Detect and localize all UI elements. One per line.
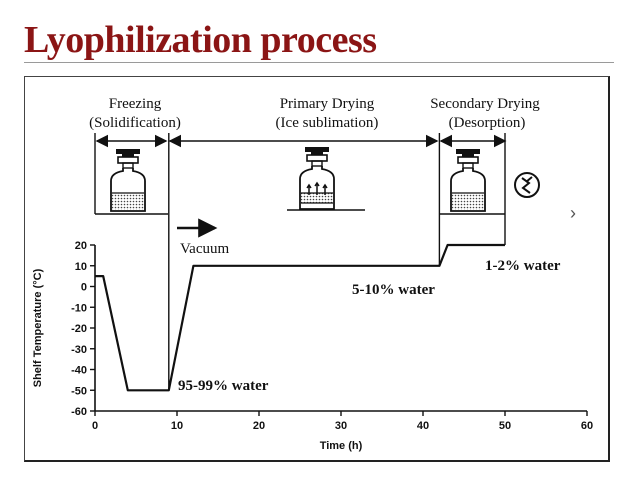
y-tick-label: -10 — [71, 302, 87, 314]
phase-freezing-subtitle: (Solidification) — [89, 115, 181, 131]
phase-secondary-drying-subtitle: (Desorption) — [449, 115, 526, 131]
vial-frozen-icon — [110, 149, 146, 212]
x-tick-label: 20 — [253, 420, 265, 432]
water-freezing-label: 95-99% water — [178, 378, 269, 394]
phase-secondary-drying-label: Secondary Drying — [430, 96, 540, 112]
shelf-temperature-line — [95, 243, 505, 392]
slide-title: Lyophilization process — [24, 19, 377, 61]
y-tick-label: -30 — [71, 344, 87, 356]
x-tick-label: 0 — [92, 420, 98, 432]
phase-primary-drying-label: Primary Drying — [280, 96, 375, 112]
x-axis: 0 10 20 30 40 50 60 — [92, 410, 593, 432]
vial-subliming-icon — [299, 147, 335, 210]
y-tick-label: -20 — [71, 323, 87, 335]
y-tick-label: -50 — [71, 385, 87, 397]
y-axis-label: Shelf Temperature (°C) — [32, 268, 44, 387]
temperature-chart: 20 10 0 -10 -20 -30 -40 -50 -60 0 10 20 30 40 50 60 Sh… — [32, 240, 593, 452]
vacuum-label: Vacuum — [180, 241, 229, 257]
y-tick-label: 10 — [75, 261, 87, 273]
x-tick-label: 50 — [499, 420, 511, 432]
phase-primary-drying-subtitle: (Ice sublimation) — [276, 115, 379, 131]
water-secondary-drying-label: 1-2% water — [485, 258, 561, 274]
y-tick-label: 20 — [75, 240, 87, 252]
phase-freezing-label: Freezing — [109, 96, 162, 112]
x-axis-label: Time (h) — [320, 440, 363, 452]
vial-dried-icon — [450, 149, 486, 212]
x-tick-label: 60 — [581, 420, 593, 432]
x-tick-label: 10 — [171, 420, 183, 432]
x-tick-label: 30 — [335, 420, 347, 432]
y-tick-label: -40 — [71, 365, 87, 377]
chevron-right-icon: › — [570, 203, 576, 223]
water-primary-drying-label: 5-10% water — [352, 282, 435, 298]
y-axis: 20 10 0 -10 -20 -30 -40 -50 -60 — [71, 240, 96, 418]
y-tick-label: 0 — [81, 282, 87, 294]
lyophilization-figure: Freezing (Solidification) Primary Drying… — [24, 76, 610, 462]
crystal-icon — [514, 172, 540, 198]
x-tick-label: 40 — [417, 420, 429, 432]
phase-boundaries — [94, 133, 506, 391]
title-divider — [24, 62, 614, 63]
y-tick-label: -60 — [71, 406, 87, 418]
lyophilization-diagram: Freezing (Solidification) Primary Drying… — [32, 96, 593, 452]
